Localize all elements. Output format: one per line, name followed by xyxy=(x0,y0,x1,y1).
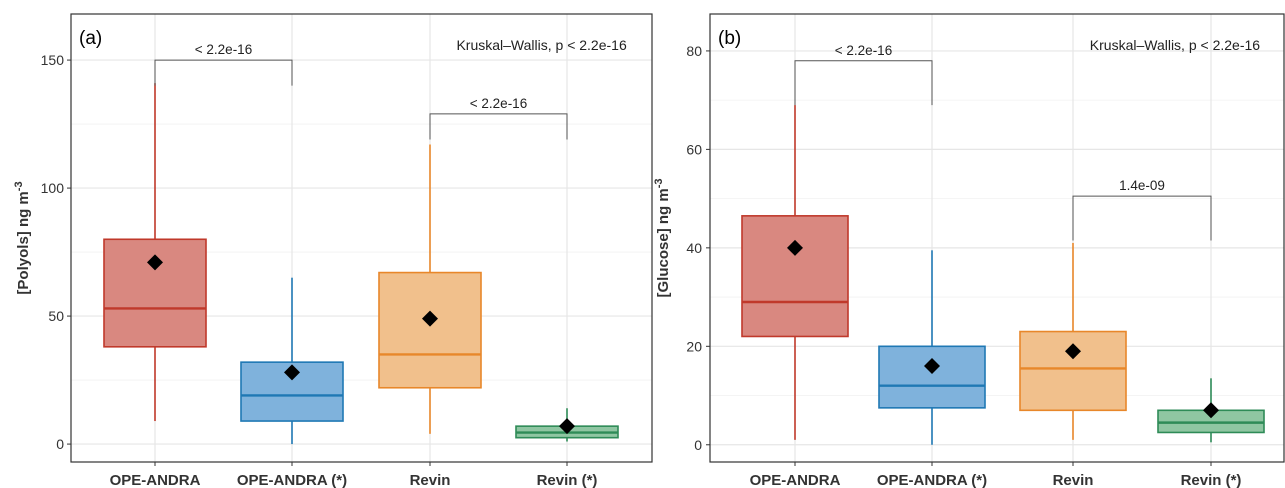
y-tick-label: 20 xyxy=(686,338,702,354)
comparison-pvalue-label: 1.4e-09 xyxy=(1119,178,1165,193)
x-tick-label: Revin (*) xyxy=(537,472,598,488)
mean-marker xyxy=(147,254,163,271)
mean-marker xyxy=(924,358,940,374)
comparison-pvalue-label: < 2.2e-16 xyxy=(470,96,527,111)
y-tick-label: 50 xyxy=(48,308,64,324)
comparison-bracket xyxy=(154,59,293,86)
comparison-bracket xyxy=(1072,195,1212,241)
box-iqr xyxy=(878,345,986,409)
panel-label: (b) xyxy=(718,28,741,49)
x-tick-label: OPE-ANDRA xyxy=(110,472,201,488)
y-tick-label: 0 xyxy=(694,437,702,453)
y-axis-label: [Glucose] ng m-3 xyxy=(653,179,672,298)
mean-marker xyxy=(1065,343,1081,360)
panel-border xyxy=(709,13,1285,463)
comparison-pvalue-label: < 2.2e-16 xyxy=(195,42,252,57)
y-axis-label-main: [Polyols] ng m xyxy=(15,191,32,294)
y-tick-label: 150 xyxy=(41,52,65,68)
x-tick-label: Revin xyxy=(1053,472,1094,488)
comparison-bracket xyxy=(429,113,568,140)
x-tick-label: OPE-ANDRA (*) xyxy=(237,472,347,488)
box-iqr xyxy=(741,215,849,338)
kruskal-wallis-annotation: Kruskal–Wallis, p < 2.2e-16 xyxy=(1090,37,1260,53)
x-tick-label: OPE-ANDRA xyxy=(750,472,841,488)
chart-panel: 0 20 40 60 80 < 2.2e-16 1.4e-09 OPE-ANDRA OPE-AN… xyxy=(653,13,1285,488)
comparison-pvalue-label: < 2.2e-16 xyxy=(835,43,892,58)
y-tick-label: 0 xyxy=(56,436,64,452)
panel-border xyxy=(70,13,653,463)
mean-marker xyxy=(422,310,438,327)
mean-marker xyxy=(1203,402,1219,419)
x-tick-label: Revin (*) xyxy=(1181,472,1242,488)
box-iqr xyxy=(378,271,482,389)
x-tick-label: OPE-ANDRA (*) xyxy=(877,472,987,488)
y-axis-label-exponent: -3 xyxy=(653,179,665,189)
panel-label: (a) xyxy=(79,28,102,49)
y-tick-label: 100 xyxy=(41,180,65,196)
y-axis-label: [Polyols] ng m-3 xyxy=(13,181,32,294)
mean-marker xyxy=(559,418,575,435)
y-tick-label: 40 xyxy=(686,240,702,256)
chart-panel: 0 50 100 150 < 2.2e-16 < 2.2e-16 OPE-ANDRA OPE-… xyxy=(13,13,653,488)
x-tick-label: Revin xyxy=(410,472,451,488)
y-axis-label-exponent: -3 xyxy=(13,181,25,191)
y-tick-label: 60 xyxy=(686,141,702,157)
mean-marker xyxy=(787,239,803,256)
comparison-bracket xyxy=(794,60,933,106)
y-axis-label-main: [Glucose] ng m xyxy=(655,188,672,297)
y-tick-label: 80 xyxy=(686,43,702,59)
kruskal-wallis-annotation: Kruskal–Wallis, p < 2.2e-16 xyxy=(456,37,626,53)
mean-marker xyxy=(284,364,300,381)
